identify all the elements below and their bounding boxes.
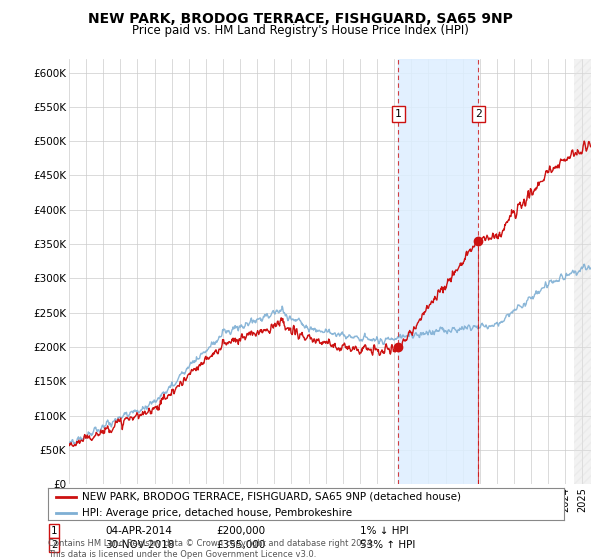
Text: £200,000: £200,000 [216,526,265,536]
Text: 53% ↑ HPI: 53% ↑ HPI [360,540,415,550]
Bar [574,59,599,484]
Text: 2: 2 [51,540,57,550]
Text: NEW PARK, BRODOG TERRACE, FISHGUARD, SA65 9NP (detached house): NEW PARK, BRODOG TERRACE, FISHGUARD, SA6… [82,492,461,502]
Text: NEW PARK, BRODOG TERRACE, FISHGUARD, SA65 9NP: NEW PARK, BRODOG TERRACE, FISHGUARD, SA6… [88,12,512,26]
Text: 1: 1 [395,109,402,119]
Text: £355,000: £355,000 [216,540,265,550]
Text: HPI: Average price, detached house, Pembrokeshire: HPI: Average price, detached house, Pemb… [82,508,352,517]
Text: 1: 1 [51,526,57,536]
Text: Contains HM Land Registry data © Crown copyright and database right 2024.
This d: Contains HM Land Registry data © Crown c… [48,539,374,559]
Text: 2: 2 [475,109,482,119]
Text: 30-NOV-2018: 30-NOV-2018 [105,540,175,550]
Text: 04-APR-2014: 04-APR-2014 [105,526,172,536]
Text: Price paid vs. HM Land Registry's House Price Index (HPI): Price paid vs. HM Land Registry's House … [131,24,469,37]
Bar [398,59,478,484]
Text: 1% ↓ HPI: 1% ↓ HPI [360,526,409,536]
